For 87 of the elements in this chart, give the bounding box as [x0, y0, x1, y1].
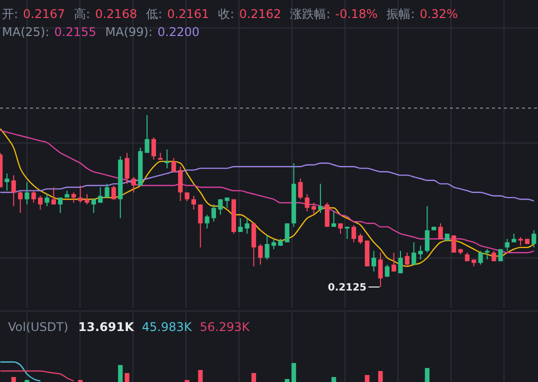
- candlestick: [58, 197, 63, 214]
- candlestick: [384, 264, 390, 278]
- candlestick: [378, 252, 383, 288]
- text: 高:: [74, 7, 90, 21]
- candlestick: [372, 250, 376, 272]
- candlestick: [398, 250, 403, 274]
- candlestick: [211, 204, 216, 222]
- candlestick: [91, 198, 96, 214]
- candlestick: [44, 194, 50, 207]
- candlestick: [478, 250, 483, 266]
- bar: [118, 365, 123, 382]
- candlestick: [198, 204, 203, 248]
- candlestick: [258, 244, 263, 266]
- text: 开:: [2, 7, 18, 21]
- text: Vol(USDT): [8, 320, 68, 334]
- text: 0.2200: [158, 25, 200, 39]
- candlestick: [332, 210, 336, 228]
- text: MA(25):: [2, 25, 50, 39]
- text: 56.293K: [200, 320, 251, 334]
- text: 0.2167: [23, 7, 66, 21]
- candlestick: [498, 248, 503, 262]
- bar: [11, 377, 16, 382]
- candlestick: [244, 218, 250, 234]
- candlestick: [151, 136, 156, 160]
- candlestick: [424, 206, 430, 254]
- text: 涨跌幅:: [290, 7, 330, 21]
- text: 振幅:: [386, 7, 415, 21]
- candlestick: [224, 197, 230, 208]
- candlestick: [504, 238, 510, 252]
- candlestick: [144, 114, 150, 154]
- text: 13.691K: [78, 320, 135, 334]
- candlestick: [124, 152, 130, 184]
- bar: [251, 373, 256, 382]
- text: 0.2161: [167, 7, 210, 21]
- candlestick: [131, 176, 136, 193]
- candlestick: [358, 233, 363, 244]
- candlestick: [218, 198, 223, 216]
- candlestick: [298, 178, 303, 200]
- candlestick: [51, 186, 56, 205]
- text: 收:: [218, 7, 234, 21]
- candlestick: [324, 202, 330, 228]
- candlestick: [111, 185, 116, 200]
- candlestick: [4, 172, 10, 192]
- bar: [332, 377, 336, 382]
- bar: [291, 363, 296, 382]
- candlestick: [171, 158, 176, 172]
- candlestick: [178, 166, 183, 202]
- candlestick: [418, 245, 423, 260]
- candlestick: [438, 222, 443, 240]
- candlestick: [71, 192, 76, 204]
- candlestick: [352, 224, 356, 243]
- candlestick: [84, 194, 90, 205]
- candlestick: [38, 195, 43, 210]
- candlestick: [18, 190, 23, 214]
- candlestick: [532, 230, 536, 248]
- candlestick: [404, 252, 410, 267]
- candlestick: [392, 252, 396, 272]
- candlestick: [238, 218, 243, 232]
- text: -0.18%: [335, 7, 378, 21]
- candlestick: [31, 190, 36, 204]
- bar: [284, 379, 290, 382]
- candlestick: [98, 186, 103, 204]
- text: 0.2162: [239, 7, 282, 21]
- candlestick: [264, 234, 270, 260]
- text: 0.2168: [95, 7, 138, 21]
- annotation: 0.2125: [328, 282, 367, 294]
- text: 低:: [146, 7, 162, 21]
- candlestick: [412, 242, 416, 266]
- candlestick: [311, 202, 316, 216]
- text: 0.32%: [420, 7, 458, 21]
- bar: [378, 371, 383, 382]
- candlestick: [304, 194, 310, 212]
- text: 0.2155: [54, 25, 96, 39]
- candlestick: [318, 183, 323, 214]
- candlestick: [204, 214, 210, 230]
- bar: [364, 375, 370, 382]
- bar: [198, 370, 203, 382]
- candlestick: [284, 222, 290, 243]
- text: MA(99):: [105, 25, 152, 39]
- candlestick: [78, 185, 83, 204]
- candlestick: [11, 174, 16, 207]
- bar: [124, 373, 130, 382]
- bar: [424, 368, 430, 382]
- text: 45.983K: [142, 320, 193, 334]
- candlestick: [104, 183, 110, 198]
- candlestick: [191, 195, 196, 210]
- candlestick: [24, 182, 30, 205]
